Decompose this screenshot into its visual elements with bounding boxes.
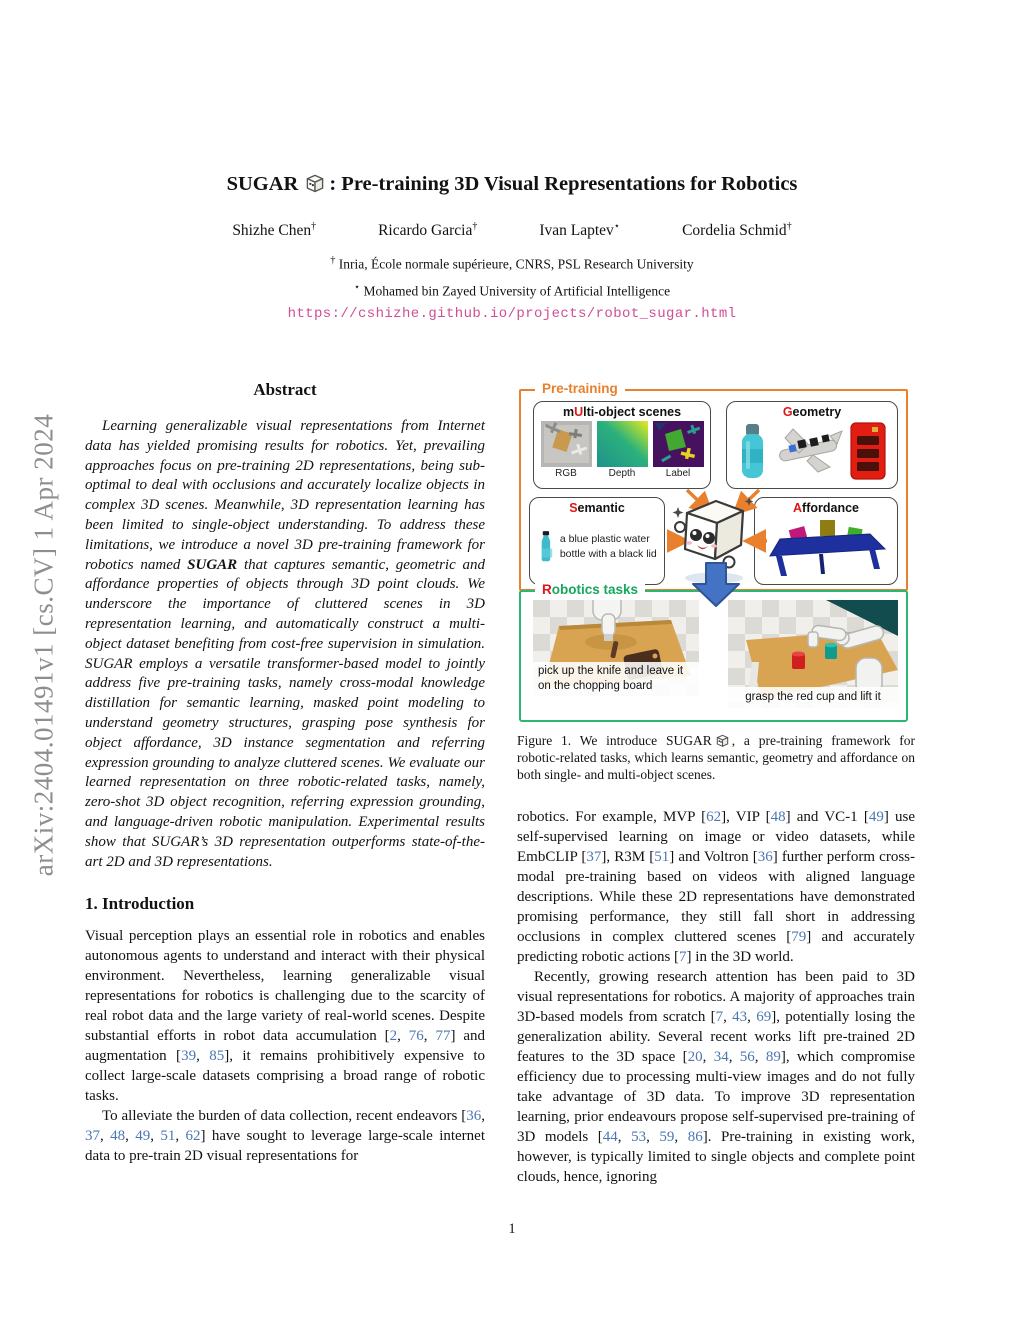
affordance-box: Affordance [754,497,898,585]
semantic-box: Semantic a blue plastic water bottle wit… [529,497,665,585]
task-image-knife: pick up the knife and leave it on the ch… [533,600,699,696]
cyan-bottle-icon [742,424,763,478]
semantic-description: a blue plastic water bottle with a black… [559,533,657,560]
citation-link[interactable]: 36 [757,849,773,865]
label-thumbnail: Label [652,421,704,479]
arxiv-banner: arXiv:2404.01491v1 [cs.CV] 1 Apr 2024 [28,413,59,877]
citation-link[interactable]: 2 [389,1028,398,1045]
citation-link[interactable]: 69 [756,1009,772,1025]
down-arrow-icon [692,562,740,607]
citation-link[interactable]: 34 [713,1049,729,1065]
task-caption-cup: grasp the red cup and lift it [728,686,898,708]
affordance-title: Affordance [793,501,859,515]
rgb-thumbnail: RGB [540,421,592,479]
title-text-post: : Pre-training 3D Visual Representations… [329,173,798,195]
table-with-objects-icon [769,520,887,576]
sugar-cube-icon [307,174,324,193]
intro-paragraph-1: Visual perception plays an essential rol… [85,928,486,1105]
citation-link[interactable]: 37 [85,1128,100,1145]
multi-object-scenes-box: mUlti-object scenes RGB Depth Label [533,401,711,489]
depth-thumbnail: Depth [596,421,648,479]
pretraining-panel: Pre-training mUlti-object scenes RGB Dep… [519,381,908,591]
semantic-title: Semantic [569,501,625,515]
robotics-tasks-panel: Robotics tasks pick up the kni [519,582,908,722]
author: Cordelia Schmid† [682,221,792,240]
figure-caption: Figure 1. We introduce SUGAR, a pre-trai… [517,733,915,782]
citation-link[interactable]: 36 [466,1108,482,1125]
citation-link[interactable]: 51 [654,849,670,865]
pretraining-label: Pre-training [535,381,625,396]
author: Ricardo Garcia† [378,221,478,240]
abstract-text: Learning generalizable visual representa… [85,418,485,870]
robotics-tasks-label: Robotics tasks [535,582,646,597]
citation-link[interactable]: 85 [209,1048,225,1065]
right-paragraph-2: Recently, growing research attention has… [517,969,916,1185]
task-image-cup: grasp the red cup and lift it [728,600,898,708]
citation-link[interactable]: 86 [687,1129,703,1145]
author: Shizhe Chen† [232,221,317,240]
masked-airplane-icon [779,428,843,473]
geometry-objects [727,421,897,481]
citation-link[interactable]: 79 [791,929,807,945]
multi-object-title: mUlti-object scenes [562,405,682,419]
blue-bottle-icon [541,531,553,562]
affiliation-2: ⋆ Mohamed bin Zayed University of Artifi… [353,281,671,299]
citation-link[interactable]: 37 [586,849,602,865]
affordance-content [755,519,897,577]
page-number: 1 [508,1221,516,1237]
red-cabinet-icon [850,422,886,480]
citation-link[interactable]: 89 [765,1049,781,1065]
paper-header: SUGAR : Pre-training 3D Visual Representa… [0,172,1024,322]
citation-link[interactable]: 20 [687,1049,703,1065]
citation-link[interactable]: 48 [770,809,786,825]
title-text-pre: SUGAR [226,173,299,195]
citation-link[interactable]: 7 [715,1009,724,1025]
citation-link[interactable]: 62 [185,1128,201,1145]
sugar-mascot [672,497,754,584]
abstract-heading: Abstract [253,380,317,399]
intro-paragraph-2: To alleviate the burden of data collecti… [85,1108,486,1165]
citation-link[interactable]: 44 [602,1129,618,1145]
red-cup [792,651,805,669]
affiliation-1: † Inria, École normale supérieure, CNRS,… [330,255,694,272]
citation-link[interactable]: 59 [659,1129,675,1145]
introduction-heading: 1. Introduction [85,894,195,914]
citation-link[interactable]: 56 [739,1049,755,1065]
project-url-link[interactable]: https://cshizhe.github.io/projects/robot… [287,306,737,323]
citation-link[interactable]: 77 [435,1028,451,1045]
citation-link[interactable]: 76 [408,1028,424,1045]
citation-link[interactable]: 53 [631,1129,647,1145]
scene-thumbnails: RGB Depth Label [534,421,710,479]
right-column: robotics. For example, MVP [62], VIP [48… [517,807,915,1187]
geometry-title: Geometry [782,405,842,419]
teal-cup [825,642,837,659]
citation-link[interactable]: 48 [110,1128,126,1145]
citation-link[interactable]: 43 [732,1009,748,1025]
right-paragraph-1: robotics. For example, MVP [62], VIP [48… [517,809,915,965]
figure-1: Pre-training mUlti-object scenes RGB Dep… [517,378,915,723]
author-list: Shizhe Chen† Ricardo Garcia† Ivan Laptev… [0,221,1024,240]
citation-link[interactable]: 49 [135,1128,151,1145]
citation-link[interactable]: 62 [706,809,722,825]
paper-title: SUGAR : Pre-training 3D Visual Representa… [0,172,1024,196]
task-caption-knife: pick up the knife and leave it on the ch… [533,661,699,696]
author: Ivan Laptev⋆ [539,221,621,240]
citation-link[interactable]: 7 [679,949,687,965]
citation-link[interactable]: 49 [868,809,884,825]
semantic-content: a blue plastic water bottle with a black… [530,515,664,577]
sugar-cube-icon [716,734,728,747]
citation-link[interactable]: 51 [160,1128,176,1145]
geometry-box: Geometry [726,401,898,489]
affiliations: † Inria, École normale supérieure, CNRS,… [0,249,1024,302]
left-column: Abstract Learning generalizable visual r… [85,380,485,1166]
citation-link[interactable]: 39 [181,1048,197,1065]
